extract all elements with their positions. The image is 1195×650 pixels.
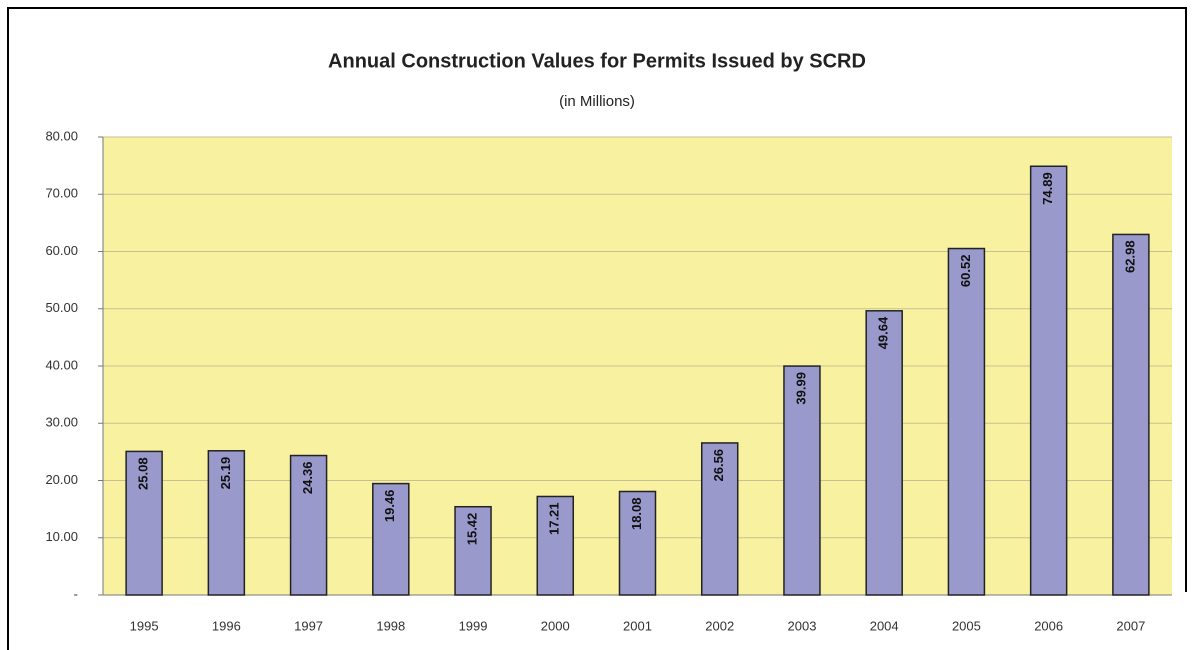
x-tick-label: 2005 [952, 618, 981, 633]
y-tick-label: 40.00 [45, 357, 78, 372]
bar [372, 482, 410, 596]
data-label: 62.98 [1122, 240, 1137, 273]
x-tick-label: 1995 [130, 618, 159, 633]
bar [289, 454, 328, 596]
y-tick-label: - [74, 586, 78, 601]
data-label: 74.89 [1040, 172, 1055, 205]
x-tick-label: 2001 [623, 618, 652, 633]
chart-subtitle: (in Millions) [559, 93, 635, 110]
bar [536, 495, 575, 596]
x-tick-label: 2000 [541, 618, 570, 633]
bar [865, 310, 903, 596]
x-tick-label: 2004 [870, 618, 899, 633]
data-label: 17.21 [547, 502, 562, 535]
bar [454, 505, 492, 596]
bar [125, 450, 163, 596]
data-label: 49.64 [876, 316, 891, 349]
data-label: 25.19 [218, 457, 233, 490]
bar [700, 442, 739, 596]
bar [947, 247, 986, 596]
bar [1112, 233, 1150, 596]
x-tick-label: 1997 [294, 618, 323, 633]
bar [207, 450, 246, 596]
x-tick-label: 2003 [788, 618, 817, 633]
frame [7, 7, 1187, 650]
y-tick-label: 20.00 [45, 472, 78, 487]
data-label: 15.42 [464, 513, 479, 546]
y-tick-label: 60.00 [45, 243, 78, 258]
data-label: 26.56 [711, 449, 726, 482]
data-label: 18.08 [629, 497, 644, 530]
data-label: 60.52 [958, 255, 973, 288]
y-tick-label: 50.00 [45, 300, 78, 315]
data-label: 24.36 [300, 462, 315, 495]
bar [1029, 165, 1068, 596]
x-tick-label: 1996 [212, 618, 241, 633]
x-tick-label: 2007 [1116, 618, 1145, 633]
x-tick-label: 2002 [705, 618, 734, 633]
x-tick-label: 1998 [376, 618, 405, 633]
data-label: 39.99 [793, 372, 808, 405]
data-label: 19.46 [382, 490, 397, 523]
y-tick-label: 70.00 [45, 186, 78, 201]
y-tick-label: 10.00 [45, 529, 78, 544]
bar [618, 490, 657, 596]
data-label: 25.08 [136, 457, 151, 490]
y-tick-label: 80.00 [45, 128, 78, 143]
chart-title: Annual Construction Values for Permits I… [328, 50, 866, 72]
x-tick-label: 1999 [459, 618, 488, 633]
x-tick-label: 2006 [1034, 618, 1063, 633]
y-tick-label: 30.00 [45, 415, 78, 430]
bar [783, 365, 821, 596]
